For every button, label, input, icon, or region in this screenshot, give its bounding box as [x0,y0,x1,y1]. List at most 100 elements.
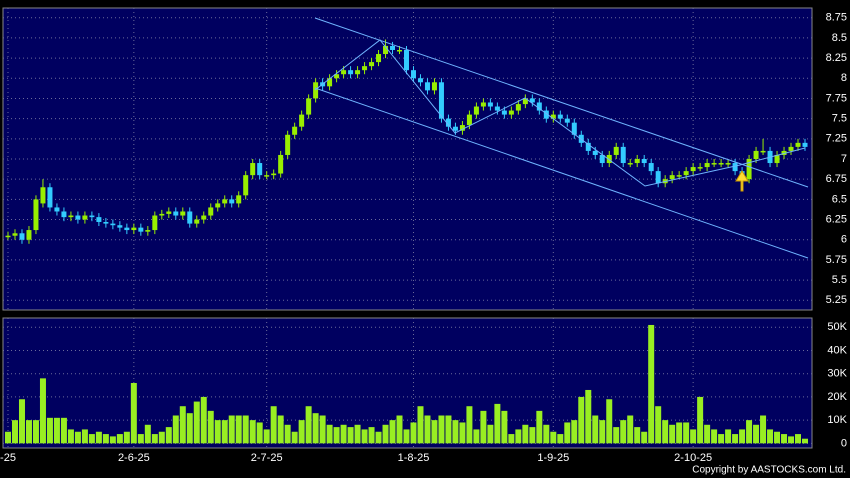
volume-bar [326,424,333,444]
volume-bar [235,415,242,444]
y-tick-label: 6 [841,234,847,246]
candle-body [753,150,759,159]
candle-body [508,110,514,115]
volume-bar [361,429,368,444]
candle-body [257,163,263,176]
candle-body [641,159,647,164]
volume-bar [571,420,578,444]
volume-bar [74,431,81,444]
candle-body [61,211,67,218]
candle-body [557,114,563,119]
volume-bar [53,417,60,444]
volume-bar [214,420,221,444]
copyright: Copyright by AASTOCKS.com Ltd. [692,465,846,476]
candle-body [222,199,228,204]
volume-bar [655,406,662,444]
candle-body [620,146,626,164]
volume-bar [410,422,417,444]
volume-bar [249,420,256,444]
volume-bar [298,420,305,444]
volume-bar [739,429,746,444]
volume-bar [613,427,620,444]
volume-bar [480,410,487,444]
volume-bar [564,422,571,444]
y-tick-label: 7.5 [832,113,847,125]
candle-body [117,225,123,228]
volume-bar [487,424,494,444]
candle-body [627,163,633,165]
volume-bar [256,422,263,444]
candle-body [410,70,416,79]
candle-body [466,114,472,126]
volume-bar [781,434,788,444]
volume-bar [620,420,627,444]
x-tick-label: 1-9-25 [537,452,569,464]
volume-bar [32,420,39,444]
candle-body [397,49,403,52]
candle-body [459,125,465,131]
candle-body [760,150,766,153]
volume-bar [648,324,655,444]
volume-bar [81,429,88,444]
y-tick-label: 7.25 [826,133,847,145]
volume-bar [270,406,277,444]
volume-bar [711,429,718,444]
volume-bar [291,431,298,444]
volume-bar [312,413,319,444]
y-tick-label: 8.25 [826,52,847,64]
candle-body [515,104,521,111]
candle-body [187,211,193,224]
candle-body [26,230,32,240]
candle-body [180,211,186,216]
candle-body [355,70,361,75]
candle-body [669,175,675,180]
volume-bar [669,424,676,444]
volume-bar [683,422,690,444]
volume-bar [347,427,354,444]
candle-body [522,98,528,105]
candle-body [201,215,207,220]
candle-body [655,171,661,184]
candle-body [250,163,256,176]
volume-bar [179,406,186,444]
x-tick-label: 1-8-25 [398,452,430,464]
volume-bar [389,420,396,444]
candle-body [152,215,158,231]
y-tick-label: 8.5 [832,32,847,44]
candle-body [194,219,200,224]
volume-bar [123,431,130,444]
candle-body [487,102,493,107]
volume-bar [774,431,781,444]
candle-body [236,195,242,204]
candle-body [208,207,214,216]
trend-line [314,87,809,259]
candle-body [362,66,368,71]
volume-bar [592,415,599,444]
candle-body [5,235,11,238]
volume-bar [193,401,200,444]
candle-body [795,142,801,147]
candle-body [103,221,109,224]
volume-bar [60,417,67,444]
candle-body [473,106,479,115]
y-tick-label: 6.25 [826,213,847,225]
volume-bar [39,378,46,444]
volume-bar [494,403,501,444]
y-tick-label: 5.5 [832,274,847,286]
x-tick-label: 2-6-25 [118,452,150,464]
volume-bar [130,383,137,444]
candle-body [229,199,235,204]
y-tick-label: 5.25 [826,294,847,306]
candle-body [725,163,731,165]
x-tick-label: -25 [0,452,16,464]
y-tick-label: 8.75 [826,12,847,24]
candle-body [75,215,81,220]
candle-body [404,49,409,71]
candle-body [543,110,549,119]
y-tick-label: 6.75 [826,173,847,185]
candle-body [788,146,794,151]
volume-bar [543,424,550,444]
candle-body [585,142,591,151]
candle-body [613,146,619,155]
candle-body [12,233,18,236]
